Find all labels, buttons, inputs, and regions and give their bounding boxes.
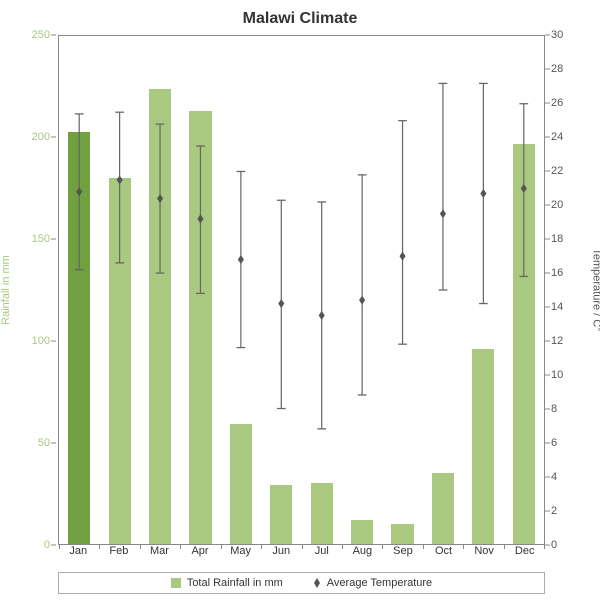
y-right-tick: 10 <box>551 369 563 381</box>
chart-container: Malawi Climate Rainfall in mm 0501001502… <box>0 0 600 600</box>
chart-title: Malawi Climate <box>0 0 600 33</box>
y-right-tick: 6 <box>551 437 557 449</box>
x-tick-label: Jun <box>272 545 290 557</box>
y-right-tick: 26 <box>551 97 563 109</box>
y-left-tick: 200 <box>32 131 50 143</box>
x-tick-label: Jul <box>315 545 329 557</box>
y-right-tick: 8 <box>551 403 557 415</box>
x-axis: Jan Feb Mar Apr May Jun Jul Aug Sep Oct Nov Dec <box>58 545 545 560</box>
x-tick-label: Nov <box>474 545 494 557</box>
y-right-tick: 24 <box>551 131 563 143</box>
x-tick-label: Oct <box>435 545 452 557</box>
y-right-tick: 22 <box>551 165 563 177</box>
x-tick-label: Jan <box>69 545 87 557</box>
legend-bar-icon <box>171 578 181 588</box>
x-tick-label: Sep <box>393 545 413 557</box>
legend-rainfall-label: Total Rainfall in mm <box>187 577 283 589</box>
legend-item-temperature: Average Temperature <box>313 577 432 589</box>
y-left-tick: 250 <box>32 29 50 41</box>
legend-marker-icon <box>313 579 321 587</box>
legend-temperature-label: Average Temperature <box>327 577 432 589</box>
y-left-tick: 50 <box>38 437 50 449</box>
y-left-tick: 150 <box>32 233 50 245</box>
y-right-tick: 4 <box>551 471 557 483</box>
y-right-tick: 18 <box>551 233 563 245</box>
legend-item-rainfall: Total Rainfall in mm <box>171 577 283 589</box>
x-tick-label: Feb <box>109 545 128 557</box>
x-tick-label: Mar <box>150 545 169 557</box>
y-left-tick: 100 <box>32 335 50 347</box>
y-right-tick: 20 <box>551 199 563 211</box>
y-axis-right: Temperature / C° 02468101214161820222426… <box>545 35 600 545</box>
y-axis-left-label: Rainfall in mm <box>0 255 12 325</box>
y-right-tick: 28 <box>551 63 563 75</box>
plot-area <box>58 35 545 545</box>
y-right-tick: 30 <box>551 29 563 41</box>
y-right-tick: 14 <box>551 301 563 313</box>
y-right-tick: 16 <box>551 267 563 279</box>
y-axis-right-label: Temperature / C° <box>590 248 600 331</box>
legend: Total Rainfall in mm Average Temperature <box>58 572 545 594</box>
x-tick-label: Dec <box>515 545 535 557</box>
y-right-tick: 2 <box>551 505 557 517</box>
y-right-tick: 0 <box>551 539 557 551</box>
y-right-tick: 12 <box>551 335 563 347</box>
x-tick-label: May <box>230 545 251 557</box>
y-left-tick: 0 <box>44 539 50 551</box>
y-axis-left: Rainfall in mm 050100150200250 <box>0 35 56 545</box>
temperature-overlay <box>59 36 544 544</box>
x-tick-label: Aug <box>353 545 373 557</box>
x-tick-label: Apr <box>191 545 208 557</box>
